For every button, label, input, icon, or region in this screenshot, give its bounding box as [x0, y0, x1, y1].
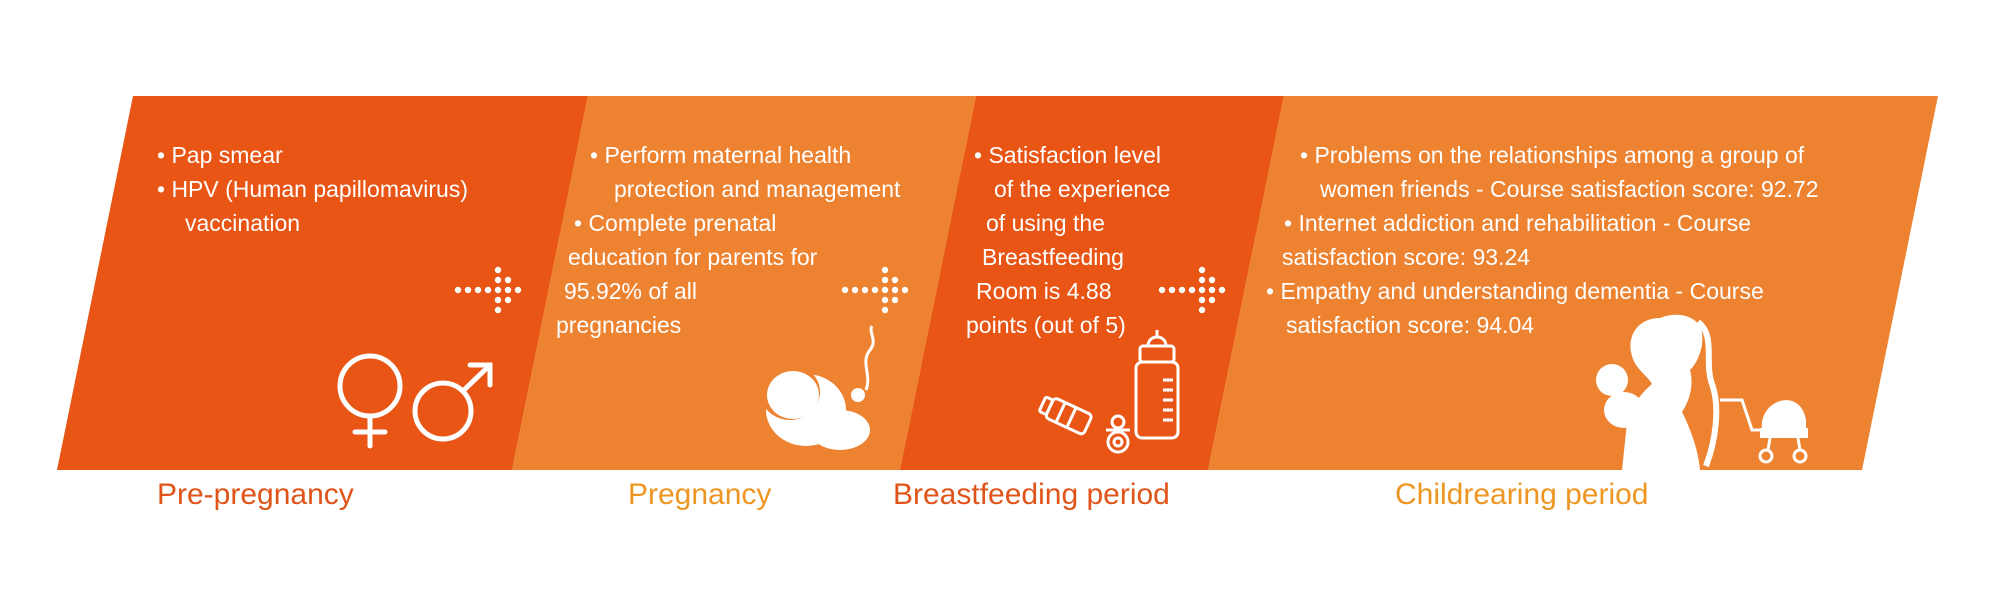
female-male-symbols-icon — [337, 353, 493, 449]
bullet-line: women friends - Course satisfaction scor… — [1320, 176, 1819, 202]
dotted-arrow-icon — [1158, 266, 1226, 314]
bullet-line: pregnancies — [556, 312, 682, 338]
stage-title-pre-pregnancy: Pre-pregnancy — [157, 478, 354, 511]
bullet-line: 95.92% of all — [564, 278, 697, 304]
bullet-line: Breastfeeding — [982, 244, 1124, 270]
stage-title-pregnancy: Pregnancy — [628, 478, 772, 511]
segment-pregnancy — [512, 96, 976, 470]
bullet-line: • Empathy and understanding dementia - C… — [1266, 278, 1764, 304]
segment-breastfeeding — [900, 96, 1284, 470]
bullet-line: • Perform maternal health — [590, 142, 852, 168]
segment-childrearing — [1208, 96, 1938, 470]
baby-bottle-pacifier-icon — [1038, 330, 1180, 454]
bullet-line: education for parents for — [568, 244, 818, 270]
bullet-line: • Complete prenatal — [574, 210, 777, 236]
bullet-line: • HPV (Human papillomavirus) — [157, 176, 468, 202]
segment-pre-pregnancy — [57, 96, 588, 470]
stage-bullets-breastfeeding: • Satisfaction level of the experience o… — [960, 138, 1170, 342]
stage-title-breastfeeding: Breastfeeding period — [893, 478, 1170, 511]
stage-bullets-pregnancy: • Perform maternal health protection and… — [548, 138, 900, 342]
dotted-arrow-icon — [454, 266, 522, 314]
bullet-line: of the experience — [994, 176, 1171, 202]
dotted-arrow-icon — [841, 266, 909, 314]
bullet-line: vaccination — [185, 210, 301, 236]
bullet-line: satisfaction score: 93.24 — [1282, 244, 1531, 270]
bullet-line: • Internet addiction and rehabilitation … — [1284, 210, 1752, 236]
bullet-line: • Problems on the relationships among a … — [1300, 142, 1805, 168]
stage-bullets-pre-pregnancy: • Pap smear • HPV (Human papillomavirus)… — [157, 138, 468, 240]
bullet-line: Room is 4.88 — [976, 278, 1112, 304]
bullet-line: • Pap smear — [157, 142, 283, 168]
bullet-line: points (out of 5) — [966, 312, 1126, 338]
bullet-line: satisfaction score: 94.04 — [1286, 312, 1535, 338]
stage-title-childrearing: Childrearing period — [1395, 478, 1649, 511]
bullet-line: • Satisfaction level — [974, 142, 1162, 168]
bullet-line: of using the — [986, 210, 1105, 236]
fetus-icon — [760, 325, 875, 450]
stage-bullets-childrearing: • Problems on the relationships among a … — [1260, 138, 1819, 342]
bullet-line: protection and management — [614, 176, 901, 202]
mother-child-stroller-icon — [1596, 314, 1808, 470]
